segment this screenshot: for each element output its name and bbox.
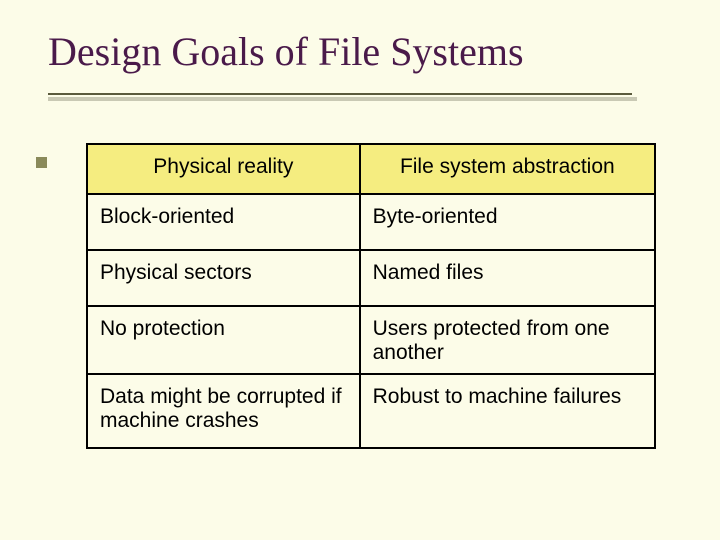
table-cell: No protection [87, 306, 360, 374]
table-header-right: File system abstraction [360, 144, 655, 194]
comparison-table: Physical reality File system abstraction… [86, 143, 656, 449]
rule-line [48, 93, 632, 95]
table-row: Physical sectors Named files [87, 250, 655, 306]
table-cell: Block-oriented [87, 194, 360, 250]
table-cell: Named files [360, 250, 655, 306]
table-cell: Byte-oriented [360, 194, 655, 250]
table-cell: Data might be corrupted if machine crash… [87, 374, 360, 448]
table-header-row: Physical reality File system abstraction [87, 144, 655, 194]
table-row: Block-oriented Byte-oriented [87, 194, 655, 250]
table-cell: Physical sectors [87, 250, 360, 306]
bullet-square-icon [36, 157, 47, 168]
page-title: Design Goals of File Systems [48, 28, 672, 75]
table-cell: Robust to machine failures [360, 374, 655, 448]
table-row: No protection Users protected from one a… [87, 306, 655, 374]
title-rule [48, 93, 672, 103]
table-row: Data might be corrupted if machine crash… [87, 374, 655, 448]
table-header-left: Physical reality [87, 144, 360, 194]
table-cell: Users protected from one another [360, 306, 655, 374]
slide: Design Goals of File Systems Physical re… [0, 0, 720, 540]
rule-shadow [48, 97, 637, 101]
